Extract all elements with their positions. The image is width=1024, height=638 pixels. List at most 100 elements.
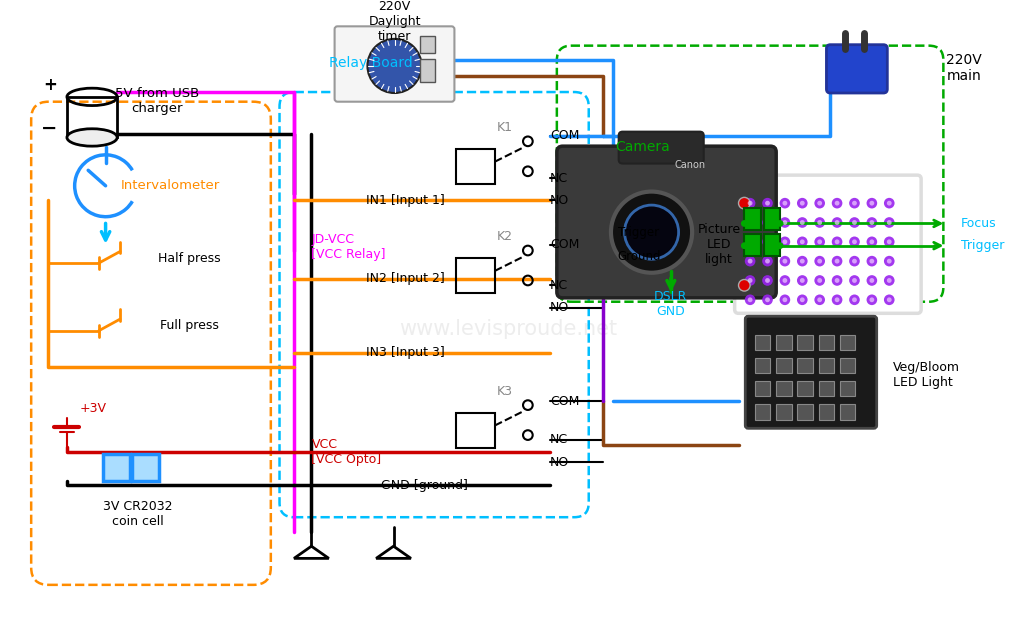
Bar [755,334,770,350]
Circle shape [814,237,825,247]
Bar [764,234,780,256]
Circle shape [762,275,773,286]
Circle shape [831,237,843,247]
Bar [457,149,495,184]
Circle shape [744,275,756,286]
Circle shape [817,259,822,263]
Bar [776,404,792,420]
Circle shape [748,201,753,205]
Bar [840,404,855,420]
Circle shape [748,259,753,263]
Circle shape [869,297,874,302]
Bar [798,358,813,373]
Circle shape [800,297,805,302]
Circle shape [884,295,895,305]
Text: COM: COM [550,129,580,142]
Text: 3V CR2032
coin cell: 3V CR2032 coin cell [102,500,172,528]
Circle shape [800,220,805,225]
Circle shape [762,256,773,267]
Text: Trigger: Trigger [617,226,658,239]
Circle shape [800,239,805,244]
Circle shape [765,201,770,205]
Circle shape [779,237,791,247]
Bar [132,454,159,482]
Circle shape [748,220,753,225]
Circle shape [852,220,857,225]
Circle shape [738,279,751,291]
Circle shape [831,295,843,305]
Text: −: − [41,119,57,138]
Text: 220V
main: 220V main [946,53,982,83]
Circle shape [748,239,753,244]
Circle shape [866,217,878,228]
Bar [67,97,117,137]
Circle shape [779,295,791,305]
Circle shape [776,220,783,227]
Circle shape [744,237,756,247]
Circle shape [738,197,751,209]
Circle shape [835,220,840,225]
Bar [457,258,495,293]
Circle shape [866,256,878,267]
Bar [819,358,835,373]
Circle shape [887,278,892,283]
Text: IN1 [Input 1]: IN1 [Input 1] [367,194,445,207]
Circle shape [849,198,860,209]
Bar [776,358,792,373]
Circle shape [852,259,857,263]
Circle shape [817,297,822,302]
Text: +3V: +3V [80,401,106,415]
Circle shape [817,239,822,244]
FancyBboxPatch shape [734,175,922,313]
Text: Trigger: Trigger [961,239,1005,252]
Text: GND [ground]: GND [ground] [381,479,468,492]
Circle shape [797,237,808,247]
Text: COM: COM [550,395,580,408]
Bar [744,208,761,230]
Circle shape [866,275,878,286]
Bar [798,334,813,350]
Circle shape [762,217,773,228]
Circle shape [814,275,825,286]
Text: Veg/Bloom
LED Light: Veg/Bloom LED Light [893,361,961,389]
Bar [755,358,770,373]
Text: 5V from USB
charger: 5V from USB charger [115,87,199,115]
Circle shape [765,297,770,302]
Circle shape [765,278,770,283]
Circle shape [625,205,679,259]
Circle shape [887,259,892,263]
Circle shape [852,278,857,283]
Bar [840,381,855,396]
Circle shape [814,295,825,305]
Circle shape [869,259,874,263]
Bar [102,454,130,482]
Text: Intervalometer: Intervalometer [121,179,220,192]
Circle shape [797,217,808,228]
Circle shape [797,275,808,286]
Text: Half press: Half press [159,252,221,265]
Circle shape [779,275,791,286]
Circle shape [866,198,878,209]
Circle shape [744,217,756,228]
Circle shape [741,220,748,227]
Bar [755,381,770,396]
Circle shape [817,220,822,225]
Text: K2: K2 [497,230,513,244]
FancyBboxPatch shape [745,316,877,428]
Circle shape [779,217,791,228]
Circle shape [814,198,825,209]
Text: NC: NC [550,279,568,292]
Text: DSLR
GND: DSLR GND [654,290,687,318]
Circle shape [797,198,808,209]
Circle shape [887,220,892,225]
Circle shape [817,278,822,283]
Circle shape [741,242,748,249]
Circle shape [748,297,753,302]
Text: www.levisproude.net: www.levisproude.net [399,319,617,339]
Ellipse shape [67,129,117,146]
Circle shape [884,237,895,247]
Text: NC: NC [550,433,568,447]
Bar [755,404,770,420]
Circle shape [869,220,874,225]
Circle shape [762,237,773,247]
